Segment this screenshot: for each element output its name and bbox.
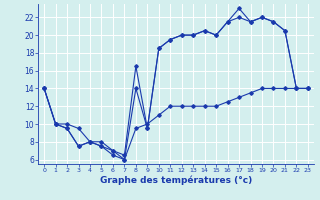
X-axis label: Graphe des températures (°c): Graphe des températures (°c) bbox=[100, 176, 252, 185]
